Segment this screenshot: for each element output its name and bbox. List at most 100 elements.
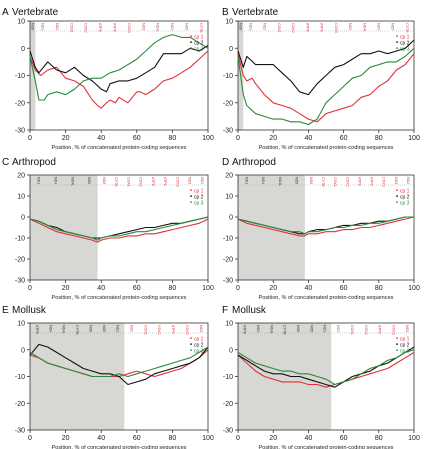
series-line-cp3 <box>29 34 209 101</box>
series-line-cp3 <box>237 47 415 126</box>
gene-label: ATP6 <box>171 325 175 334</box>
gene-label: COX3 <box>175 177 179 187</box>
x-axis-label: Position, % of concatenated protein-codi… <box>52 145 187 151</box>
series-line-cp3 <box>29 346 209 378</box>
gene-label: ATP6 <box>378 325 382 334</box>
y-tick-label: 10 <box>225 19 233 26</box>
series-line-cp3 <box>237 349 415 386</box>
y-tick-label: -20 <box>15 100 25 107</box>
gene-label: ATP8 <box>305 23 309 32</box>
gene-label: ND1 <box>116 325 120 332</box>
legend-marker: • <box>396 201 398 207</box>
y-tick-label: 20 <box>17 173 25 180</box>
gene-label: ATP8 <box>357 177 361 186</box>
x-tick-label: 100 <box>202 435 214 442</box>
gene-label: COX3 <box>391 325 395 335</box>
gene-label: ND6 <box>31 23 35 30</box>
gene-label: COX1 <box>126 177 130 187</box>
x-tick-label: 40 <box>305 285 313 292</box>
x-axis-label: Position, % of concatenated protein-codi… <box>259 445 394 449</box>
y-tick-label: 10 <box>225 194 233 201</box>
x-tick-label: 0 <box>236 285 240 292</box>
gene-label: COX1 <box>350 325 354 335</box>
x-axis-label: Position, % of concatenated protein-codi… <box>259 295 394 301</box>
gene-label: COX1 <box>143 325 147 335</box>
panel-letter: C <box>2 157 9 168</box>
gene-label: ND1 <box>244 177 248 184</box>
legend-marker: • <box>190 349 192 355</box>
y-tick-label: 10 <box>17 321 25 328</box>
legend-marker: • <box>396 35 398 41</box>
x-tick-label: 100 <box>408 285 420 292</box>
legend-marker: • <box>396 195 398 201</box>
gene-label: COX2 <box>139 177 143 187</box>
legend-marker: • <box>396 47 398 53</box>
y-tick-label: -10 <box>223 374 233 381</box>
legend-label: cp 3 <box>194 349 204 355</box>
y-tick-label: 0 <box>21 215 25 222</box>
x-tick-label: 20 <box>269 435 277 442</box>
y-tick-label: -30 <box>223 128 233 135</box>
legend-label: cp 3 <box>194 47 204 53</box>
x-tick-label: 20 <box>62 135 70 142</box>
gene-label: CYTB <box>321 177 325 187</box>
gene-label: COX2 <box>84 23 88 33</box>
x-axis-label: Position, % of concatenated protein-codi… <box>52 445 187 449</box>
legend-marker: • <box>190 337 192 343</box>
panel-letter: A <box>2 7 9 18</box>
gene-label: ND4L <box>269 325 273 334</box>
x-tick-label: 20 <box>269 135 277 142</box>
y-tick-label: -20 <box>223 100 233 107</box>
legend-marker: • <box>190 195 192 201</box>
x-tick-label: 60 <box>133 435 141 442</box>
gene-label: ND4L <box>362 23 366 32</box>
gene-label: ATP8 <box>151 177 155 186</box>
gene-label: CYTB <box>405 23 409 33</box>
gene-label: ND6 <box>89 325 93 332</box>
gene-label: ND4L <box>62 325 66 334</box>
gene-label: ND4 <box>376 23 380 30</box>
series-line-cp2 <box>29 45 209 93</box>
y-tick-label: -10 <box>15 236 25 243</box>
y-tick-label: -30 <box>223 428 233 435</box>
panel-title: Arthropod <box>12 157 56 168</box>
x-tick-label: 60 <box>133 135 141 142</box>
y-tick-label: 10 <box>17 19 25 26</box>
gene-label: ND5 <box>295 177 299 184</box>
gene-label: ND6 <box>296 325 300 332</box>
gene-label: ATP8 <box>243 325 247 334</box>
y-tick-label: 0 <box>229 215 233 222</box>
series-line-cp3 <box>237 216 414 235</box>
gene-label: ND4 <box>170 23 174 30</box>
y-tick-label: 0 <box>229 347 233 354</box>
plot-frame <box>29 174 209 281</box>
legend-marker: • <box>396 337 398 343</box>
x-tick-label: 60 <box>133 285 141 292</box>
gene-label: ND3 <box>199 325 203 332</box>
y-tick-label: 0 <box>21 46 25 53</box>
panel-letter: D <box>222 157 229 168</box>
legend-label: cp 1 <box>400 337 410 343</box>
gene-label: COX1 <box>277 23 281 33</box>
series-line-cp1 <box>29 218 209 243</box>
gene-label: ND4 <box>261 177 265 184</box>
legend-label: cp 1 <box>194 337 204 343</box>
x-tick-label: 60 <box>340 435 348 442</box>
gene-label: COX3 <box>382 177 386 187</box>
legend-marker: • <box>396 343 398 349</box>
legend-marker: • <box>190 47 192 53</box>
legend-marker: • <box>396 349 398 355</box>
shaded-region <box>30 21 36 130</box>
gene-label: ND2 <box>129 325 133 332</box>
x-tick-label: 40 <box>97 435 105 442</box>
panel-b: ND6 ND1 ND2 COX1 COX2 ATP8 ATP6 COX3 ND3 ND4L ND4 N… <box>222 7 420 151</box>
gene-label: ND3 <box>394 177 398 184</box>
y-tick-label: -20 <box>223 257 233 264</box>
gene-label: CYTB <box>114 177 118 187</box>
panel-e: ATP8 ND4 ND4L CYTB ND6 ND5 ND1 ND2 COX1 COX2 ATP6 C… <box>2 305 214 449</box>
panel-letter: F <box>222 305 228 316</box>
legend-marker: • <box>190 343 192 349</box>
x-tick-label: 80 <box>169 435 177 442</box>
x-tick-label: 40 <box>97 135 105 142</box>
panel-c: ND1 ND4 ND4L ND5 ND6 CYTB COX1 COX2 ATP8 ATP6 COX3… <box>2 157 214 301</box>
